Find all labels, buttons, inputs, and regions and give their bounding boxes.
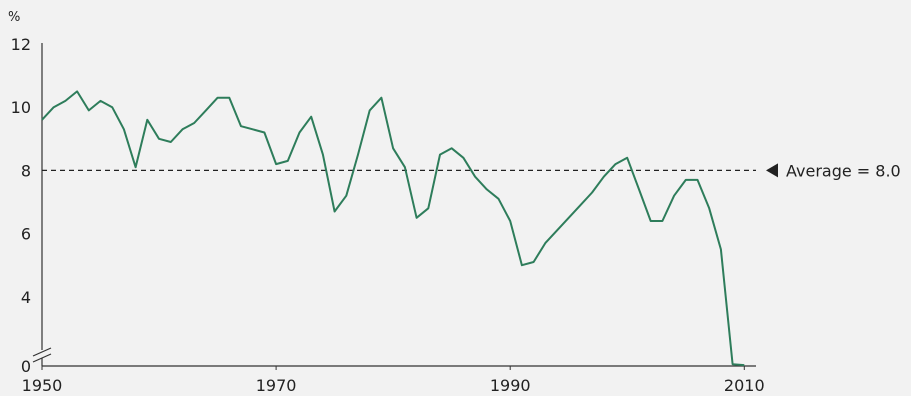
series-line — [41, 90, 745, 367]
axes — [32, 43, 756, 370]
series-group — [41, 90, 745, 367]
x-tick-label: 1990 — [490, 376, 531, 395]
y-tick-label: 4 — [21, 288, 31, 307]
axis-break-mark — [32, 347, 52, 357]
average-pointer-icon — [766, 163, 778, 178]
tick-labels: % 0 4 6 8 10 12 1950 1970 1990 2010 — [8, 10, 765, 395]
y-tick-label: 12 — [11, 35, 31, 54]
average-label: Average = 8.0 — [786, 161, 901, 180]
x-tick-label: 1970 — [256, 376, 297, 395]
reference-line: Average = 8.0 — [42, 161, 901, 180]
y-tick-label: 10 — [11, 98, 31, 117]
y-tick-label: 6 — [21, 225, 31, 244]
x-tick-label: 1950 — [22, 376, 63, 395]
y-tick-label: 8 — [21, 161, 31, 180]
x-tick-label: 2010 — [724, 376, 765, 395]
y-tick-label: 0 — [21, 357, 31, 376]
y-axis-unit: % — [8, 10, 20, 25]
axis-break-mark — [32, 353, 52, 363]
